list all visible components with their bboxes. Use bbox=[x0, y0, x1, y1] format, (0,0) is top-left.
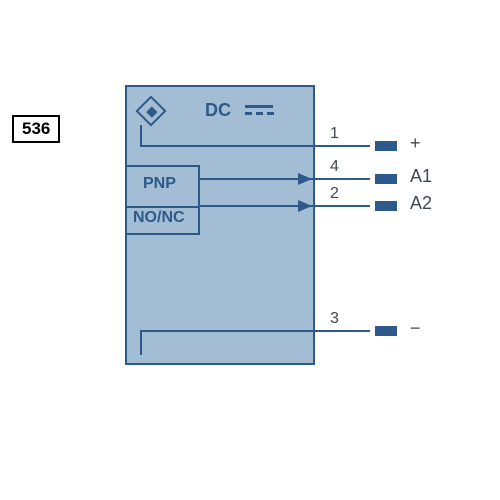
dc-dash-icon bbox=[245, 105, 273, 108]
terminal-1 bbox=[375, 141, 397, 151]
wire-4 bbox=[200, 178, 370, 180]
wire-vertical-1 bbox=[140, 125, 142, 145]
terminal-label-3: − bbox=[410, 318, 421, 339]
wire-2 bbox=[200, 205, 370, 207]
terminal-2 bbox=[375, 201, 397, 211]
wire-num-1: 1 bbox=[330, 125, 339, 143]
dc-dots-icon bbox=[245, 112, 274, 115]
dc-label: DC bbox=[205, 100, 231, 121]
wire-3 bbox=[140, 330, 370, 332]
terminal-label-2: A2 bbox=[410, 193, 432, 214]
terminal-label-4: A1 bbox=[410, 166, 432, 187]
nonc-label: NO/NC bbox=[133, 209, 185, 227]
wire-num-2: 2 bbox=[330, 185, 339, 203]
identifier-box: 536 bbox=[12, 115, 60, 143]
pnp-divider bbox=[127, 206, 198, 208]
wire-vertical-3 bbox=[140, 330, 142, 355]
wire-1 bbox=[140, 145, 370, 147]
wire-num-4: 4 bbox=[330, 158, 339, 176]
identifier-text: 536 bbox=[22, 119, 50, 138]
terminal-label-1: + bbox=[410, 133, 421, 154]
wire-num-3: 3 bbox=[330, 310, 339, 328]
arrow-4 bbox=[298, 173, 312, 185]
terminal-3 bbox=[375, 326, 397, 336]
arrow-2 bbox=[298, 200, 312, 212]
pnp-label: PNP bbox=[143, 175, 176, 193]
terminal-4 bbox=[375, 174, 397, 184]
